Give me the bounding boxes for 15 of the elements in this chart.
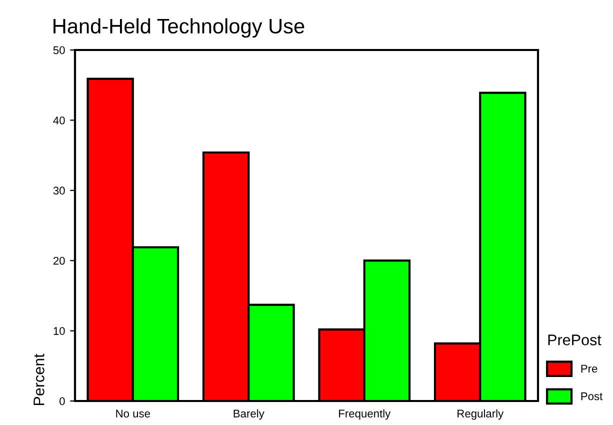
y-tick-label: 30 bbox=[53, 186, 65, 195]
y-tick-label: 20 bbox=[53, 256, 65, 265]
legend-label: Post bbox=[581, 392, 603, 400]
x-tick-label: Regularly bbox=[458, 409, 504, 420]
x-tick-label: Barely bbox=[234, 409, 264, 420]
y-tick-label: 10 bbox=[54, 327, 65, 335]
y-tick-label: 50 bbox=[53, 46, 65, 54]
chart-title: Hand-Held Technology Use bbox=[54, 18, 304, 38]
x-tick-label: No use bbox=[116, 410, 150, 418]
y-axis-title: Percent bbox=[34, 354, 44, 406]
y-tick-label: 0 bbox=[60, 397, 65, 406]
legend-label: Pre bbox=[581, 364, 598, 373]
legend-title: PrePost bbox=[548, 334, 602, 346]
x-tick-label: Frequently bbox=[339, 409, 391, 420]
y-tick-label: 40 bbox=[53, 116, 65, 124]
